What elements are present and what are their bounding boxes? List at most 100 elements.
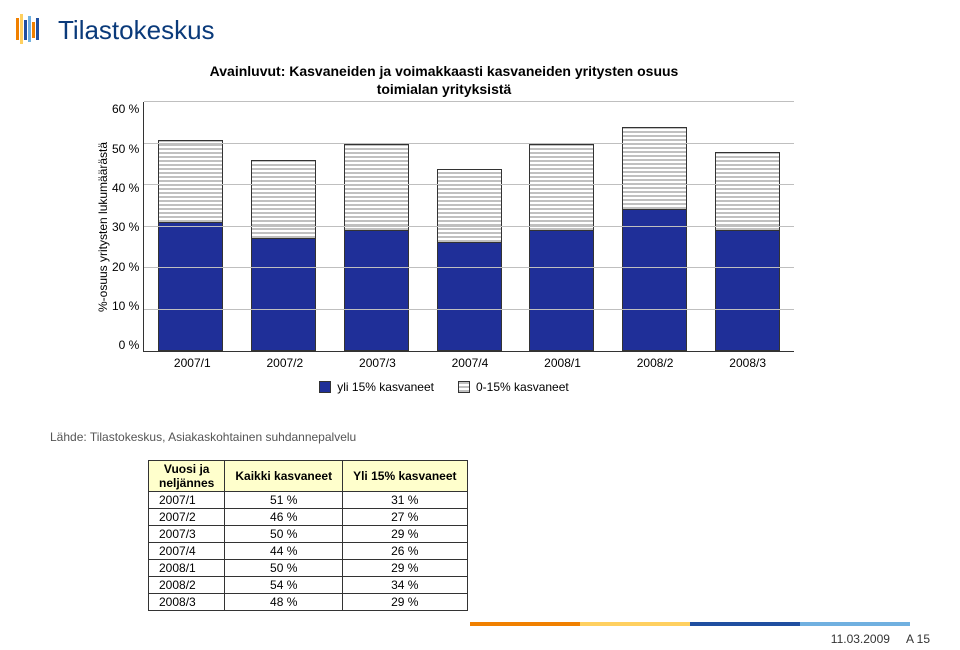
bar-segment-upper (622, 127, 687, 210)
bar-segment-lower (437, 243, 502, 351)
bar-segment-lower (529, 231, 594, 351)
x-tick: 2007/1 (160, 356, 225, 370)
legend-item-lower: yli 15% kasvaneet (319, 380, 434, 394)
y-tick: 30 % (112, 220, 139, 234)
bar (715, 102, 780, 351)
table-row: 2008/348 %29 % (149, 594, 468, 611)
x-tick: 2008/2 (623, 356, 688, 370)
logo: Tilastokeskus (14, 12, 215, 48)
bar (622, 102, 687, 351)
x-axis-ticks: 2007/1 2007/2 2007/3 2007/4 2008/1 2008/2 2008… (146, 356, 794, 370)
footer-bar-segment (690, 622, 800, 626)
gridline (144, 101, 794, 102)
gridline (144, 184, 794, 185)
table-row: 2008/254 %34 % (149, 577, 468, 594)
x-tick: 2008/3 (715, 356, 780, 370)
footer-bar-segment (580, 622, 690, 626)
chart-title-line2: toimialan yrityksistä (94, 80, 794, 98)
bar (529, 102, 594, 351)
bar-segment-upper (437, 169, 502, 244)
table-cell: 2008/1 (149, 560, 225, 577)
table-cell: 51 % (225, 492, 343, 509)
legend-label-upper: 0-15% kasvaneet (476, 380, 569, 394)
table-cell: 29 % (343, 594, 467, 611)
footer-bar-segment (800, 622, 910, 626)
table-header: Kaikki kasvaneet (225, 461, 343, 492)
legend-swatch-lower (319, 381, 331, 393)
bar (251, 102, 316, 351)
bar (158, 102, 223, 351)
x-tick: 2007/4 (438, 356, 503, 370)
bar-segment-lower (251, 239, 316, 351)
x-tick: 2008/1 (530, 356, 595, 370)
table-cell: 2008/2 (149, 577, 225, 594)
table-cell: 2007/4 (149, 543, 225, 560)
chart-title-line1: Avainluvut: Kasvaneiden ja voimakkaasti … (94, 62, 794, 80)
footer-bar (470, 622, 910, 626)
plot-area (143, 102, 794, 352)
y-tick: 10 % (112, 299, 139, 313)
table-row: 2008/150 %29 % (149, 560, 468, 577)
x-tick: 2007/2 (252, 356, 317, 370)
table-row: 2007/444 %26 % (149, 543, 468, 560)
source-text: Lähde: Tilastokeskus, Asiakaskohtainen s… (50, 430, 356, 444)
y-axis-label: %-osuus yritysten lukumäärästä (94, 102, 112, 352)
bar (437, 102, 502, 351)
legend-label-lower: yli 15% kasvaneet (337, 380, 434, 394)
table-row: 2007/246 %27 % (149, 509, 468, 526)
table-header: Yli 15% kasvaneet (343, 461, 467, 492)
footer-page: A 15 (906, 632, 930, 646)
footer-text: 11.03.2009 A 15 (831, 632, 930, 646)
table-cell: 2008/3 (149, 594, 225, 611)
gridline (144, 267, 794, 268)
table-cell: 29 % (343, 560, 467, 577)
table-cell: 50 % (225, 560, 343, 577)
table-cell: 50 % (225, 526, 343, 543)
chart-title: Avainluvut: Kasvaneiden ja voimakkaasti … (94, 62, 794, 98)
table-row: 2007/350 %29 % (149, 526, 468, 543)
y-tick: 60 % (112, 102, 139, 116)
table-cell: 2007/2 (149, 509, 225, 526)
table-cell: 31 % (343, 492, 467, 509)
bar-segment-upper (529, 144, 594, 231)
bar-segment-upper (251, 160, 316, 239)
table-cell: 26 % (343, 543, 467, 560)
footer-bar-segment (470, 622, 580, 626)
legend-swatch-upper (458, 381, 470, 393)
y-tick: 40 % (112, 181, 139, 195)
bar-segment-lower (622, 210, 687, 351)
bar-segment-lower (158, 223, 223, 352)
table-cell: 27 % (343, 509, 467, 526)
bar-segment-lower (344, 231, 409, 351)
x-tick: 2007/3 (345, 356, 410, 370)
table-cell: 2007/3 (149, 526, 225, 543)
gridline (144, 226, 794, 227)
footer-date: 11.03.2009 (831, 632, 890, 646)
data-table: Vuosi janeljännesKaikki kasvaneetYli 15%… (148, 460, 468, 611)
table-cell: 48 % (225, 594, 343, 611)
y-axis-ticks: 60 % 50 % 40 % 30 % 20 % 10 % 0 % (112, 102, 143, 352)
bar-segment-upper (344, 144, 409, 231)
gridline (144, 143, 794, 144)
logo-text: Tilastokeskus (58, 15, 215, 46)
chart: Avainluvut: Kasvaneiden ja voimakkaasti … (94, 62, 794, 402)
table-row: 2007/151 %31 % (149, 492, 468, 509)
gridline (144, 309, 794, 310)
bar-segment-upper (158, 140, 223, 223)
table-cell: 44 % (225, 543, 343, 560)
logo-icon (14, 12, 50, 48)
table-cell: 54 % (225, 577, 343, 594)
y-tick: 20 % (112, 260, 139, 274)
y-tick: 0 % (119, 338, 140, 352)
bar (344, 102, 409, 351)
table-cell: 2007/1 (149, 492, 225, 509)
table-header: Vuosi janeljännes (149, 461, 225, 492)
legend-item-upper: 0-15% kasvaneet (458, 380, 569, 394)
table-cell: 46 % (225, 509, 343, 526)
y-tick: 50 % (112, 142, 139, 156)
bar-segment-upper (715, 152, 780, 231)
bar-segment-lower (715, 231, 780, 351)
table-cell: 34 % (343, 577, 467, 594)
legend: yli 15% kasvaneet 0-15% kasvaneet (94, 380, 794, 394)
table-cell: 29 % (343, 526, 467, 543)
